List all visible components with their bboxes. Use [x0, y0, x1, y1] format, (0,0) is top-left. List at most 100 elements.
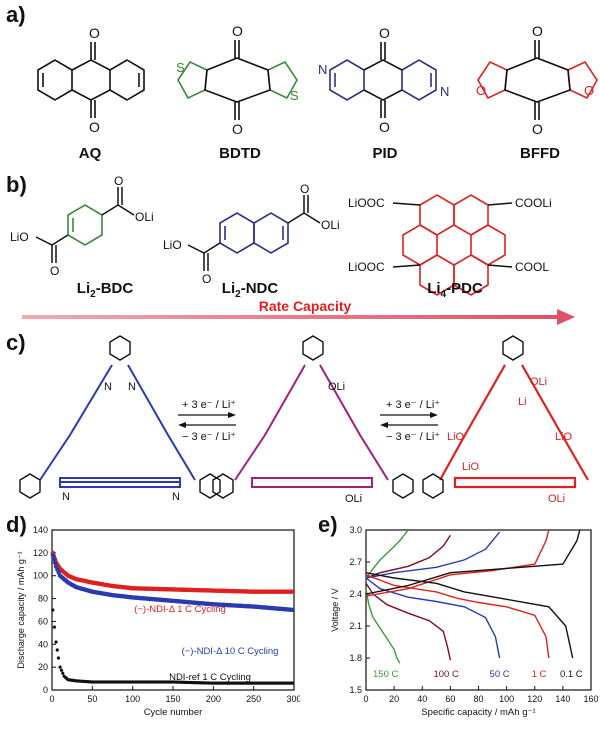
y-tick-label: 140 [33, 525, 48, 535]
rate-capacity-arrow [22, 309, 575, 325]
discharge-curve [365, 574, 550, 659]
data-point [58, 665, 62, 669]
svg-text:S: S [290, 88, 299, 103]
data-point [51, 608, 55, 612]
discharge-curve [365, 582, 452, 661]
x-tick-label: 20 [389, 694, 399, 704]
x-tick-label: 80 [473, 694, 483, 704]
svg-text:O: O [232, 121, 243, 137]
x-tick-label: 40 [417, 694, 427, 704]
rate-label: 100 C [433, 669, 458, 680]
panel-c-structures: N N N N + 3 e⁻ / Li⁺ − 3 e⁻ / Li⁺ OLi OL… [19, 335, 589, 505]
y-tick-label: 1.5 [349, 685, 362, 695]
charge-curve [365, 529, 550, 597]
ndi-triangle-neutral [39, 364, 196, 488]
rate-label: 0.1 C [560, 669, 583, 680]
svg-text:LiO: LiO [555, 431, 573, 443]
charge-curve [365, 529, 409, 579]
x-tick-label: 300 [286, 694, 300, 704]
svg-text:O: O [50, 264, 59, 278]
pid-structure [329, 59, 437, 101]
charge-curve [365, 534, 451, 579]
svg-text:LiO: LiO [447, 431, 465, 443]
series-label-10c: (−)-NDI-Δ 10 C Cycling [182, 646, 279, 657]
bdc-oli-text: OLi [135, 210, 154, 224]
svg-text:Li: Li [518, 396, 527, 408]
svg-text:N: N [62, 491, 70, 503]
svg-text:N: N [318, 62, 327, 77]
y-tick-label: 20 [38, 662, 48, 672]
svg-text:O: O [532, 121, 543, 137]
li2-bdc-name: Li2-BDC [76, 280, 134, 300]
svg-text:O: O [89, 25, 100, 41]
chart-d-capacity-vs-cycle: 0 50 100 150 200 250 300 0 20 40 60 80 100 120 140 Cycl… [16, 525, 300, 718]
y-tick-label: 3.0 [349, 525, 362, 535]
fwd2-text: + 3 e⁻ / Li⁺ [386, 399, 440, 411]
data-point [55, 648, 59, 652]
svg-text:O: O [300, 182, 309, 196]
aq-structure [37, 42, 145, 118]
x-tick-label: 100 [499, 694, 514, 704]
panel-e-label: e) [318, 512, 338, 537]
li4-pdc-name: Li4-PDC [427, 280, 483, 300]
svg-text:N: N [440, 84, 449, 99]
svg-text:O: O [476, 83, 486, 98]
chart-e-voltage-profiles: 0 20 40 60 80 100 120 140 160 1.5 1.8 2.1 2.4 2.7 3.0 S… [330, 525, 598, 718]
x-tick-label: 100 [125, 694, 140, 704]
series-label-ref: NDI-ref 1 C Cycling [169, 672, 251, 683]
svg-text:N: N [104, 381, 112, 393]
rate-label: 150 C [373, 669, 398, 680]
bdtd-structure [177, 60, 298, 100]
pid-name: PID [372, 145, 398, 162]
bffd-name: BFFD [520, 145, 560, 162]
y-tick-label: 0 [43, 685, 48, 695]
panel-a-structures: O O S S O O N N O O O O O O [37, 23, 598, 137]
bdc-lio-text: LiO [10, 230, 29, 244]
panel-c-label: c) [6, 330, 26, 355]
data-point [290, 607, 295, 613]
rev2-text: − 3 e⁻ / Li⁺ [386, 431, 440, 443]
data-point [54, 640, 58, 644]
pdc-cool-text: COOL [515, 260, 549, 274]
data-point [59, 668, 64, 672]
panel-b-label: b) [6, 172, 27, 197]
svg-text:OLi: OLi [530, 376, 547, 388]
series-label-1c: (−)-NDI-Δ 1 C Cycling [134, 604, 226, 615]
y-axis-label: Voltage / V [330, 588, 340, 632]
svg-text:S: S [176, 60, 185, 75]
y-tick-label: 100 [33, 571, 48, 581]
svg-text:N: N [172, 491, 180, 503]
svg-text:O: O [114, 175, 123, 188]
svg-text:OLi: OLi [345, 493, 362, 505]
rate-label: 50 C [490, 669, 510, 680]
rate-capacity-text: Rate Capacity [240, 298, 370, 314]
y-tick-label: 120 [33, 548, 48, 558]
ndi-triangle-fully-reduced [439, 364, 589, 489]
svg-text:OLi: OLi [328, 381, 345, 393]
y-tick-label: 2.7 [349, 557, 362, 567]
li2-ndc-name: Li2-NDC [221, 280, 279, 300]
y-tick-label: 2.1 [349, 621, 362, 631]
x-tick-label: 50 [87, 694, 97, 704]
svg-text:O: O [232, 23, 243, 39]
svg-text:O: O [379, 119, 390, 135]
y-axis-label: Discharge capacity / mAh g⁻¹ [16, 551, 26, 668]
x-tick-label: 160 [583, 694, 598, 704]
aq-name: AQ [78, 145, 102, 162]
x-tick-label: 120 [527, 694, 542, 704]
data-point [52, 560, 58, 565]
svg-text:O: O [584, 83, 594, 98]
data-point [290, 589, 295, 594]
svg-text:OLi: OLi [548, 493, 565, 505]
charge-curve [365, 531, 501, 579]
svg-text:O: O [532, 23, 543, 39]
discharge-curve [365, 572, 574, 659]
x-axis-label: Specific capacity / mAh g⁻¹ [421, 707, 535, 718]
data-point [51, 556, 57, 562]
panel-b-structures: O OLi LiO O O OLi LiO O LiOOC COOLi LiOO… [10, 175, 552, 296]
ndc-oli-text: OLi [321, 218, 340, 232]
x-axis-label: Cycle number [144, 707, 203, 718]
ndi-triangle-reduced [234, 364, 389, 488]
svg-text:O: O [202, 272, 211, 286]
x-tick-label: 140 [555, 694, 570, 704]
